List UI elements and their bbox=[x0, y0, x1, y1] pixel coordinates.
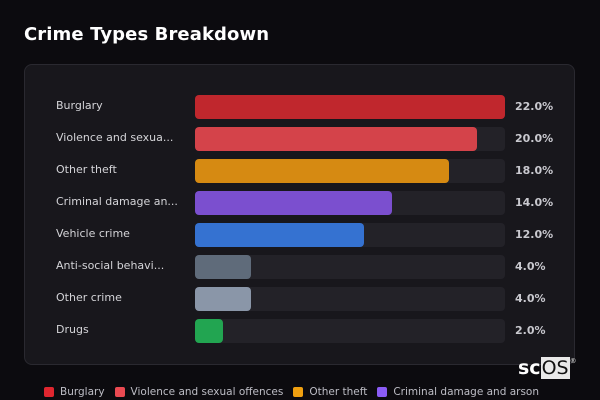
legend-swatch-icon bbox=[114, 387, 125, 397]
bar-fill bbox=[195, 159, 449, 183]
bar-label: Anti-social behavi... bbox=[56, 259, 165, 272]
bar-track bbox=[195, 255, 505, 279]
bar-row: Vehicle crime 12.0% bbox=[25, 223, 574, 247]
bar-label: Burglary bbox=[56, 99, 103, 112]
bar-track bbox=[195, 191, 505, 215]
legend-label: Burglary bbox=[60, 386, 105, 398]
bar-value: 14.0% bbox=[515, 196, 554, 209]
bar-label: Vehicle crime bbox=[56, 227, 130, 240]
bar-label: Drugs bbox=[56, 323, 89, 336]
bar-value: 18.0% bbox=[515, 164, 554, 177]
watermark-reg: ® bbox=[569, 357, 577, 365]
bar-row: Drugs 2.0% bbox=[25, 319, 574, 343]
bar-fill bbox=[195, 319, 224, 343]
legend-label: Violence and sexual offences bbox=[130, 386, 284, 398]
bar-track bbox=[195, 319, 505, 343]
chart-legend: Burglary Violence and sexual offences Othe… bbox=[44, 386, 539, 398]
watermark-prefix: sc bbox=[518, 357, 541, 379]
bar-label: Violence and sexua... bbox=[56, 131, 174, 144]
legend-label: Other theft bbox=[309, 386, 368, 398]
bar-value: 12.0% bbox=[515, 228, 554, 241]
bar-fill bbox=[195, 127, 477, 151]
bar-track bbox=[195, 223, 505, 247]
bar-value: 22.0% bbox=[515, 100, 554, 113]
legend-item[interactable]: Violence and sexual offences bbox=[114, 386, 284, 398]
bar-label: Other crime bbox=[56, 291, 122, 304]
bar-value: 4.0% bbox=[515, 260, 546, 273]
watermark-boxed: OS bbox=[540, 357, 570, 379]
legend-swatch-icon bbox=[44, 387, 54, 397]
bar-track bbox=[195, 127, 505, 151]
bar-row: Anti-social behavi... 4.0% bbox=[25, 255, 574, 279]
bar-fill bbox=[195, 287, 252, 311]
bar-label: Criminal damage an... bbox=[56, 195, 178, 208]
legend-swatch-icon bbox=[377, 387, 388, 397]
bar-track bbox=[195, 287, 505, 311]
legend-swatch-icon bbox=[293, 387, 304, 397]
bar-track bbox=[195, 159, 505, 183]
bar-row: Criminal damage an... 14.0% bbox=[25, 191, 574, 215]
bar-track bbox=[195, 95, 505, 119]
bar-fill bbox=[195, 95, 505, 119]
bar-value: 20.0% bbox=[515, 132, 554, 145]
bar-row: Burglary 22.0% bbox=[25, 95, 574, 119]
bar-row: Other theft 18.0% bbox=[25, 159, 574, 183]
chart-card: Burglary 22.0% Violence and sexua... 20.0% O… bbox=[24, 64, 575, 365]
bar-label: Other theft bbox=[56, 163, 117, 176]
bar-value: 2.0% bbox=[515, 324, 546, 337]
bar-value: 4.0% bbox=[515, 292, 546, 305]
bar-row: Other crime 4.0% bbox=[25, 287, 574, 311]
bar-fill bbox=[195, 255, 252, 279]
legend-label: Criminal damage and arson bbox=[393, 386, 540, 398]
scos-watermark: scOS® bbox=[518, 357, 577, 379]
legend-item[interactable]: Other theft bbox=[293, 386, 367, 398]
page-title: Crime Types Breakdown bbox=[24, 24, 270, 45]
legend-item[interactable]: Burglary bbox=[44, 386, 105, 398]
bar-row: Violence and sexua... 20.0% bbox=[25, 127, 574, 151]
legend-item[interactable]: Criminal damage and arson bbox=[377, 386, 539, 398]
bar-fill bbox=[195, 223, 365, 247]
bar-fill bbox=[195, 191, 393, 215]
